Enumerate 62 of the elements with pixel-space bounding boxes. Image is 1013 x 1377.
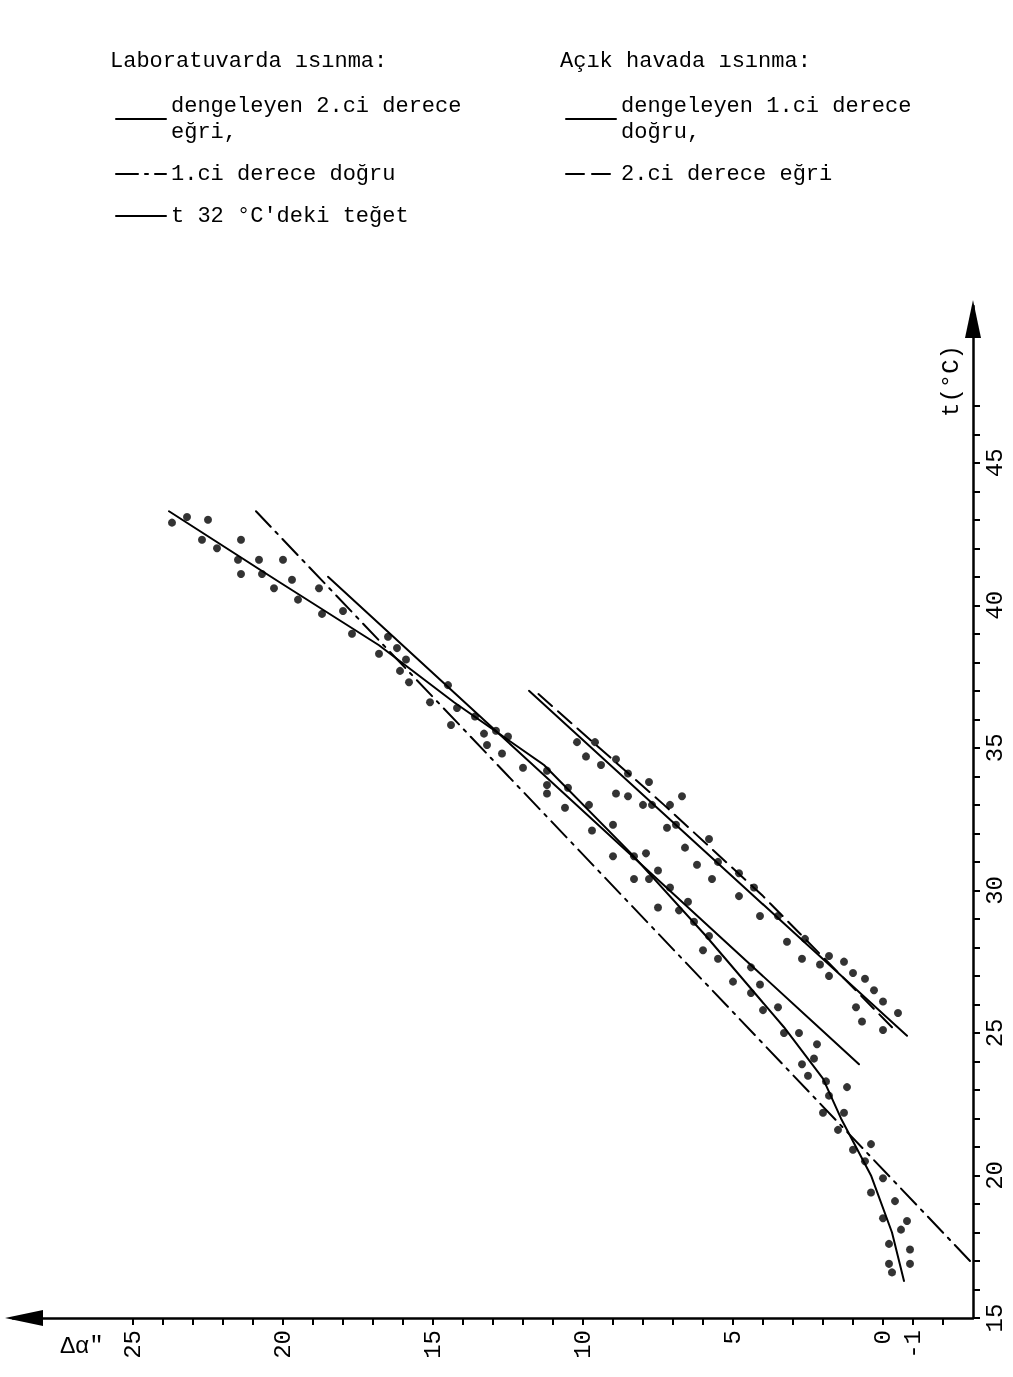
point	[840, 957, 848, 966]
legend-label: dengeleyen 1.ci derece doğru,	[621, 93, 925, 145]
point	[816, 960, 824, 969]
y-tick-label: 35	[981, 733, 1009, 763]
point	[894, 1008, 902, 1017]
point	[681, 843, 689, 852]
point	[624, 769, 632, 778]
point	[879, 997, 887, 1006]
point	[849, 969, 857, 978]
point	[825, 951, 833, 960]
point	[672, 820, 680, 829]
point	[750, 883, 758, 892]
x-tick-label: 15	[419, 1330, 447, 1359]
point	[573, 738, 581, 747]
y-tick-label: 20	[981, 1161, 1009, 1190]
x-axis-title: Δα″	[60, 1332, 104, 1360]
point	[582, 752, 590, 761]
point	[798, 954, 806, 963]
point	[639, 800, 647, 809]
point	[825, 971, 833, 980]
legend-label: 2.ci derece eğri	[621, 161, 833, 187]
y-tick-label: 45	[981, 448, 1009, 478]
legend-label: 1.ci derece doğru	[171, 161, 396, 187]
point	[705, 835, 713, 844]
point	[870, 986, 878, 995]
point	[666, 800, 674, 809]
point	[648, 800, 656, 809]
point	[708, 874, 716, 883]
x-tick-label: 0	[869, 1330, 897, 1345]
text: Laboratuvarda ısınma:	[110, 48, 388, 74]
legend-label: dengeleyen 2.ci derece eğri,	[171, 93, 475, 145]
y-axis-title: t(°C)	[937, 344, 965, 418]
point	[612, 789, 620, 798]
x-tick-label: 10	[569, 1330, 597, 1359]
y-tick-label: 25	[981, 1018, 1009, 1048]
point	[756, 912, 764, 921]
point	[801, 934, 809, 943]
point	[858, 1017, 866, 1026]
text: Açık havada ısınma:	[560, 48, 811, 74]
point	[612, 755, 620, 764]
point	[774, 912, 782, 921]
point	[783, 937, 791, 946]
point	[714, 857, 722, 866]
point	[678, 792, 686, 801]
point	[735, 892, 743, 901]
y-tick-label: 30	[981, 875, 1009, 905]
y-tick-label: 40	[981, 590, 1009, 620]
point	[861, 974, 869, 983]
point	[663, 823, 671, 832]
point	[879, 1026, 887, 1035]
point	[735, 869, 743, 878]
x-tick-label: 20	[269, 1330, 297, 1359]
point	[645, 778, 653, 787]
x-tick-label: 25	[119, 1330, 147, 1359]
x-tick-label: -1	[899, 1330, 927, 1359]
point	[597, 760, 605, 769]
point	[693, 860, 701, 869]
x-tick-label: 5	[719, 1330, 747, 1345]
point	[852, 1003, 860, 1012]
legend-label: t 32 °C'deki teğet	[171, 203, 409, 229]
point	[624, 792, 632, 801]
point	[591, 738, 599, 747]
